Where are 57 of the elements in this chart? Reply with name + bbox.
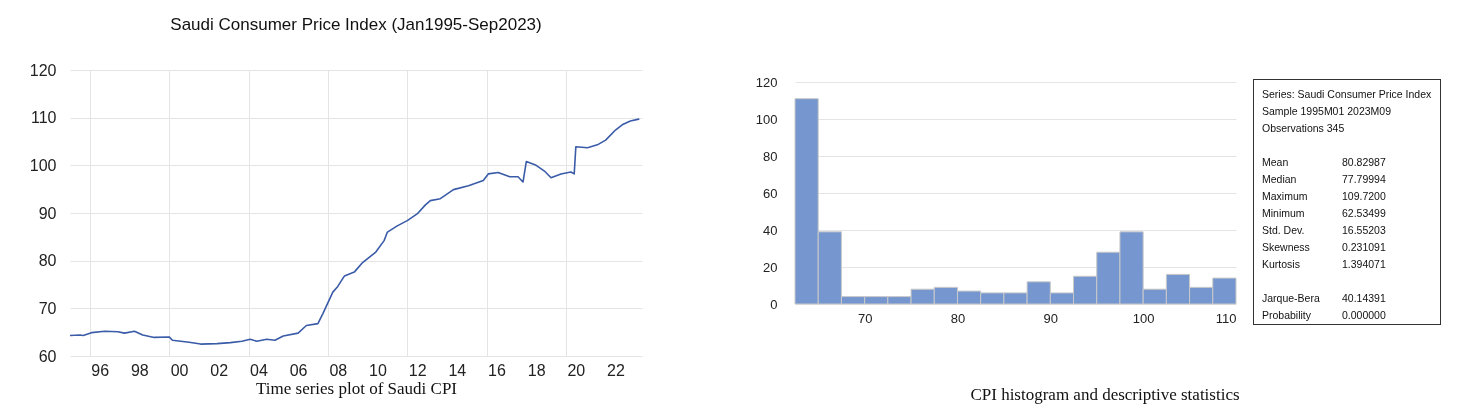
- y-tick-label: 0: [770, 296, 778, 312]
- x-tick-label: 16: [488, 361, 506, 379]
- x-tick-label: 22: [607, 361, 625, 379]
- x-tick-label: 110: [1215, 310, 1237, 326]
- x-tick-label: 00: [170, 361, 189, 379]
- text: 62.53499: [1342, 207, 1386, 219]
- category-label: Mean: [1262, 155, 1290, 170]
- text: Series: Saudi Consumer Price Index: [1262, 87, 1433, 102]
- text: CPI histogram and descriptive statistics: [969, 385, 1241, 405]
- text: 40.14391: [1342, 292, 1386, 304]
- y-tick-label: 60: [763, 185, 778, 201]
- y-tick-label: 120: [29, 61, 57, 79]
- x-tick-label: 08: [329, 361, 348, 379]
- category-label: Minimum: [1262, 206, 1306, 221]
- x-tick-label: 12: [408, 361, 427, 379]
- x-tick-label: 18: [527, 361, 546, 379]
- text: Sample 1995M01 2023M09: [1262, 104, 1392, 119]
- text: 80.82987: [1342, 156, 1386, 168]
- y-tick-label: 90: [38, 204, 57, 222]
- x-tick-label: 06: [289, 361, 308, 379]
- text: Observations 345: [1262, 121, 1346, 136]
- text: 0.000000: [1342, 309, 1386, 321]
- x-tick-label: 04: [250, 361, 268, 379]
- text: 16.55203: [1342, 224, 1386, 236]
- y-tick-label: 20: [763, 259, 778, 275]
- y-tick-label: 60: [38, 347, 57, 365]
- y-tick-label: 80: [38, 252, 57, 270]
- text: 77.79994: [1342, 173, 1386, 185]
- x-tick-label: 98: [130, 361, 149, 379]
- y-tick-label: 80: [763, 148, 778, 164]
- y-tick-label: 120: [755, 74, 778, 90]
- text: 1.394071: [1342, 258, 1386, 270]
- text: 0.231091: [1342, 241, 1386, 253]
- x-tick-label: 20: [567, 361, 586, 379]
- category-label: Jarque-Bera: [1262, 291, 1321, 306]
- y-tick-label: 110: [30, 109, 57, 127]
- y-tick-label: 100: [29, 156, 57, 174]
- y-tick-label: 100: [755, 111, 778, 127]
- x-tick-label: 14: [448, 361, 467, 379]
- chart-title: Saudi Consumer Price Index (Jan1995-Sep2023): [170, 15, 542, 34]
- x-tick-label: 100: [1132, 310, 1155, 326]
- category-label: Std. Dev.: [1262, 223, 1306, 238]
- category-label: Median: [1262, 172, 1298, 187]
- x-tick-label: 96: [91, 361, 110, 379]
- x-tick-label: 70: [857, 310, 873, 326]
- category-label: Maximum: [1262, 189, 1309, 204]
- x-tick-label: 10: [369, 361, 387, 379]
- category-label: Kurtosis: [1262, 257, 1301, 272]
- x-tick-label: 02: [210, 361, 229, 379]
- x-tick-label: 80: [950, 310, 966, 326]
- x-axis-title: Time series plot of Saudi CPI: [255, 378, 458, 398]
- text: 109.7200: [1342, 190, 1386, 202]
- category-label: Skewness: [1262, 240, 1311, 255]
- x-tick-label: 90: [1043, 310, 1059, 326]
- y-tick-label: 40: [763, 222, 778, 238]
- category-label: Probability: [1262, 308, 1313, 323]
- line-series: [70, 118, 640, 345]
